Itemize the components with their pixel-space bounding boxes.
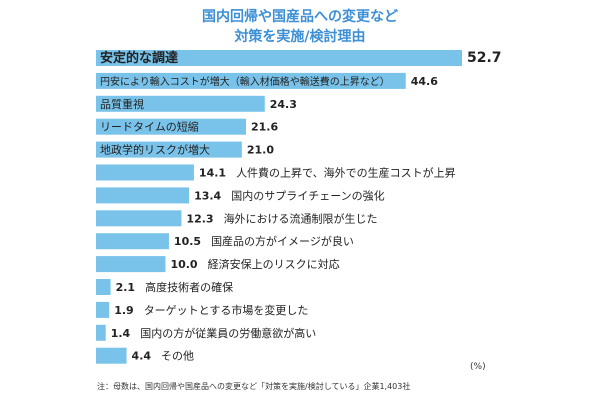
bar-11 <box>96 301 110 318</box>
chart-title-line1: 国内回帰や国産品への変更など <box>202 9 398 25</box>
bar-4 <box>96 141 242 158</box>
category-label-7: 海外における流通制限が生じた <box>224 211 378 225</box>
category-label-3: リードタイムの短縮 <box>100 120 199 134</box>
category-label-4: 地政学的リスクが増大 <box>100 143 210 157</box>
bar-8 <box>96 233 169 250</box>
bar-2 <box>96 95 265 112</box>
category-label-8: 国産品の方がイメージが良い <box>211 234 354 248</box>
value-label-10: 2.1 <box>116 281 136 294</box>
category-label-10: 高度技術者の確保 <box>145 280 233 294</box>
category-label-13: その他 <box>161 350 194 363</box>
bar-10 <box>96 279 111 295</box>
value-label-6: 13.4 <box>194 189 221 202</box>
category-label-11: ターゲットとする市場を変更した <box>144 303 309 317</box>
value-label-3: 21.6 <box>251 121 278 134</box>
bar-1 <box>96 72 406 89</box>
bar-5 <box>96 164 194 181</box>
category-label-6: 国内のサプライチェーンの強化 <box>231 188 384 202</box>
value-label-9: 10.0 <box>170 258 197 271</box>
footnote: 注：母数は、国内回帰や国産品への変更など「対策を実施/検討している」企業1,40… <box>97 382 411 391</box>
value-label-12: 1.4 <box>111 327 131 340</box>
category-label-9: 経済安保上のリスクに対応 <box>208 257 340 271</box>
category-label-12: 国内の方が従業員の労働意欲が高い <box>140 326 316 340</box>
category-label-5: 人件費の上昇で、海外での生産コストが上昇 <box>236 166 456 180</box>
unit-label: (%) <box>470 362 486 372</box>
bar-3 <box>96 118 247 135</box>
value-label-0: 52.7 <box>467 50 502 66</box>
bar-12 <box>96 324 106 341</box>
bar-7 <box>96 210 182 227</box>
category-label-0: 安定的な調達 <box>100 50 178 66</box>
value-label-1: 44.6 <box>411 75 438 88</box>
value-label-13: 4.4 <box>132 350 152 363</box>
bar-0 <box>96 50 462 66</box>
value-label-7: 12.3 <box>186 212 213 225</box>
bar-9 <box>96 256 166 273</box>
value-label-4: 21.0 <box>247 144 274 157</box>
value-label-2: 24.3 <box>270 98 297 111</box>
category-label-1: 円安により輸入コストが増大（輸入材価格や輸送費の上昇など） <box>100 75 390 88</box>
value-label-11: 1.9 <box>114 304 133 317</box>
category-label-2: 品質重視 <box>100 97 144 111</box>
value-label-8: 10.5 <box>174 235 201 248</box>
chart-title-line2: 対策を実施/検討理由 <box>234 29 366 45</box>
bar-13 <box>96 347 127 364</box>
bar-6 <box>96 187 190 204</box>
value-label-5: 14.1 <box>199 167 226 180</box>
